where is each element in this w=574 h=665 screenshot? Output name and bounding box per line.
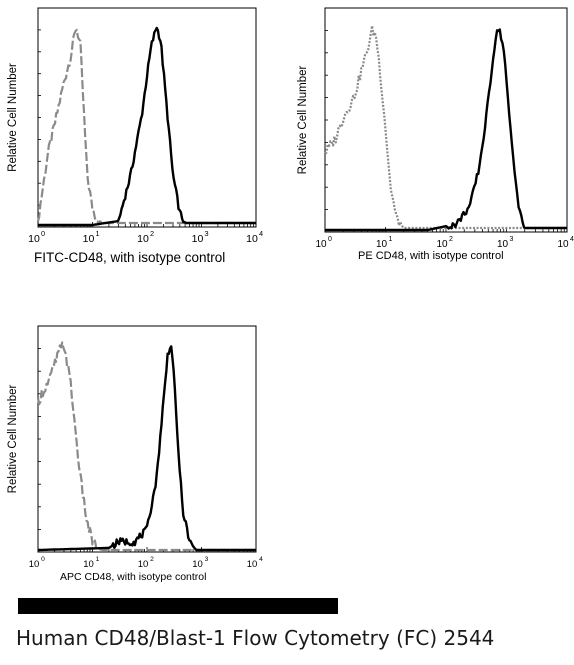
series-stained-histogram (38, 26, 257, 227)
x-tick-exponent: 0 (328, 236, 332, 243)
x-axis-label: PE CD48, with isotype control (358, 250, 504, 262)
x-tick-label: 10 (315, 239, 327, 250)
x-axis-label: APC CD48, with isotype control (60, 571, 206, 583)
x-tick-exponent: 3 (510, 236, 514, 243)
x-axis-label: FITC-CD48, with isotype control (34, 250, 225, 265)
y-axis-label: Relative Cell Number (7, 385, 19, 494)
x-tick-exponent: 0 (41, 556, 45, 563)
x-tick-exponent: 4 (570, 236, 574, 243)
x-tick-label: 10 (137, 233, 149, 245)
figure-caption: Human CD48/Blast-1 Flow Cytometry (FC) 2… (16, 626, 495, 650)
series-stained-histogram (325, 28, 567, 232)
x-tick-label: 10 (138, 559, 149, 570)
x-tick-label: 10 (192, 233, 204, 245)
x-tick-exponent: 3 (205, 556, 209, 563)
x-tick-exponent: 3 (204, 229, 208, 238)
x-tick-exponent: 0 (41, 229, 45, 238)
x-tick-exponent: 2 (150, 556, 154, 563)
x-tick-exponent: 1 (389, 236, 393, 243)
series-isotype-histogram (36, 341, 256, 552)
plot-frame (37, 7, 257, 228)
x-tick-label: 10 (436, 239, 448, 250)
x-tick-label: 10 (29, 559, 40, 570)
x-tick-label: 10 (83, 559, 94, 570)
series-isotype-histogram (36, 28, 256, 226)
x-tick-label: 10 (376, 239, 388, 250)
x-tick-label: 10 (247, 559, 258, 570)
x-tick-exponent: 4 (259, 229, 263, 238)
x-tick-label: 10 (83, 233, 95, 245)
plot-frame (37, 325, 257, 553)
x-tick-exponent: 2 (449, 236, 453, 243)
x-tick-label: 10 (557, 239, 569, 250)
x-tick-label: 10 (497, 239, 509, 250)
series-isotype-histogram (324, 24, 567, 230)
x-tick-label: 10 (28, 233, 40, 245)
x-tick-exponent: 1 (96, 556, 100, 563)
series-stained-histogram (38, 345, 257, 552)
plot-frame (324, 7, 568, 233)
x-tick-label: 10 (246, 233, 258, 245)
copyright-redaction-bar (18, 598, 338, 614)
x-tick-exponent: 2 (150, 229, 154, 238)
x-tick-exponent: 4 (259, 556, 263, 563)
y-axis-label: Relative Cell Number (297, 66, 309, 175)
x-tick-label: 10 (192, 559, 203, 570)
y-axis-label: Relative Cell Number (7, 63, 19, 172)
x-tick-exponent: 1 (95, 229, 99, 238)
